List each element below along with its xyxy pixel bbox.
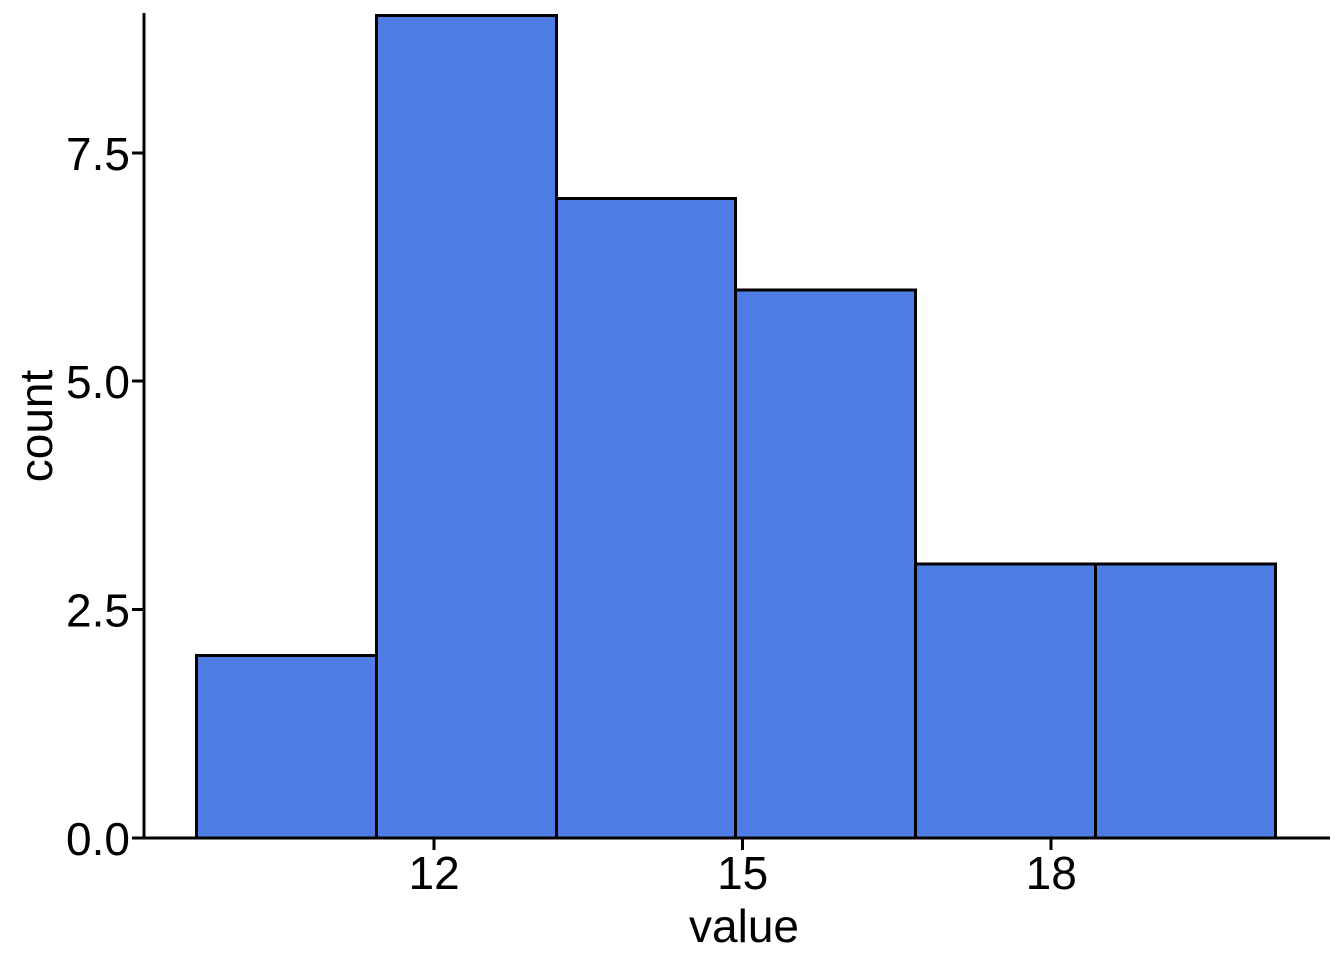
y-axis-label: count — [10, 369, 62, 483]
x-tick-label-2: 18 — [1026, 847, 1077, 899]
y-tick-label-0: 0.0 — [66, 813, 130, 865]
histogram-bar-2 — [555, 197, 737, 840]
y-tick-label-2: 5.0 — [66, 356, 130, 408]
histogram-bar-4 — [914, 562, 1097, 840]
histogram-bar-5 — [1094, 562, 1277, 840]
histogram-bar-3 — [734, 288, 917, 840]
histogram-bar-1 — [375, 14, 558, 840]
x-tick-label-0: 12 — [408, 847, 459, 899]
y-tick-label-1: 2.5 — [66, 585, 130, 637]
x-axis-label: value — [689, 900, 799, 952]
x-tick-label-1: 15 — [717, 847, 768, 899]
y-tick-label-3: 7.5 — [66, 128, 130, 180]
histogram-bar-0 — [195, 653, 378, 840]
